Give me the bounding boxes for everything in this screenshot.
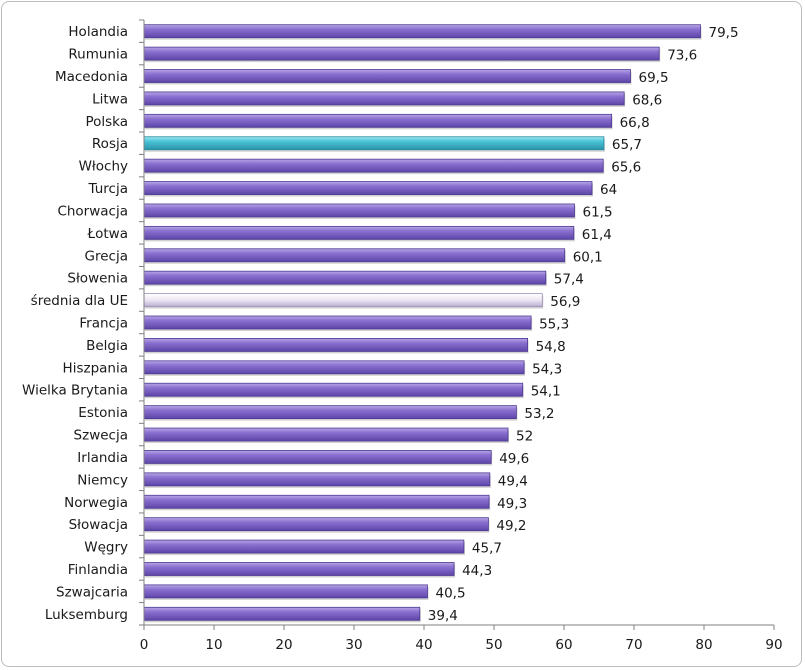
value-label: 73,6	[667, 48, 697, 64]
bar-average	[143, 293, 543, 307]
x-tick-label: 30	[345, 637, 362, 653]
value-label: 65,7	[612, 137, 642, 153]
value-label: 61,5	[583, 204, 613, 220]
category-label: Irlandia	[77, 450, 128, 466]
bar-country	[143, 338, 529, 352]
labels-layer: Holandia 79,5 Rumunia 73,6 Macedonia 69,5 Litw…	[22, 24, 783, 653]
value-label: 68,6	[632, 92, 662, 108]
bar-country	[143, 24, 701, 39]
category-label: Chorwacja	[57, 203, 128, 219]
bar-country	[143, 69, 631, 83]
value-label: 49,6	[499, 451, 529, 467]
bar-country	[143, 517, 489, 532]
axis-layer	[139, 19, 775, 630]
bar-country	[143, 315, 532, 330]
category-label: Szwecja	[74, 428, 128, 444]
x-tick-label: 40	[415, 637, 432, 653]
bar-country	[143, 181, 593, 195]
x-tick-label: 80	[695, 637, 712, 653]
category-label: Wielka Brytania	[22, 383, 128, 399]
bar-country	[143, 539, 465, 554]
value-label: 49,2	[496, 518, 526, 534]
bar-country	[143, 225, 575, 240]
category-label: Rosja	[92, 136, 128, 152]
value-label: 52	[516, 429, 533, 445]
category-label: Norwegia	[64, 495, 128, 511]
x-tick-label: 90	[765, 637, 782, 653]
bar-country	[143, 360, 525, 375]
bar-country	[143, 46, 660, 61]
category-label: Francja	[79, 316, 128, 332]
category-label: Macedonia	[55, 69, 128, 85]
category-label: Luksemburg	[45, 607, 128, 623]
value-label: 79,5	[709, 25, 739, 41]
x-tick-label: 10	[205, 637, 222, 653]
bar-country	[143, 606, 421, 621]
category-label: Węgry	[84, 540, 128, 556]
bar-country	[143, 382, 524, 397]
x-tick-label: 70	[625, 637, 642, 653]
category-label: Estonia	[78, 405, 128, 421]
bar-country	[143, 584, 428, 599]
category-label: Niemcy	[77, 472, 128, 488]
bar-highlight	[143, 136, 605, 151]
value-label: 65,6	[611, 160, 641, 176]
bar-country	[143, 248, 566, 263]
bar-country	[143, 91, 625, 106]
bar-country	[143, 427, 509, 442]
value-label: 39,4	[428, 608, 458, 624]
value-label: 64	[600, 182, 617, 198]
value-label: 61,4	[582, 227, 612, 243]
bar-country	[143, 450, 492, 464]
value-label: 56,9	[550, 294, 580, 310]
value-label: 53,2	[524, 406, 554, 422]
x-tick-label: 50	[485, 637, 502, 653]
category-label: Belgia	[86, 338, 128, 354]
x-tick-label: 0	[140, 637, 149, 653]
bar-country	[143, 203, 575, 218]
value-label: 44,3	[462, 563, 492, 579]
bar-country	[143, 270, 547, 285]
value-label: 69,5	[639, 70, 669, 86]
x-tick-label: 60	[555, 637, 572, 653]
value-label: 40,5	[436, 585, 466, 601]
category-label: Słowenia	[67, 271, 128, 287]
value-label: 54,8	[536, 339, 566, 355]
category-label: Hiszpania	[63, 360, 128, 376]
bar-country	[143, 494, 490, 509]
category-label: Holandia	[68, 24, 128, 40]
value-label: 54,3	[532, 361, 562, 377]
category-label: Grecja	[85, 248, 128, 264]
value-label: 45,7	[472, 541, 502, 557]
value-label: 55,3	[539, 317, 569, 333]
category-label: Szwajcaria	[56, 584, 128, 600]
category-label: Turcja	[88, 181, 128, 197]
category-label: Finlandia	[68, 562, 128, 578]
category-label: średnia dla UE	[31, 293, 128, 309]
value-label: 66,8	[620, 115, 650, 131]
x-tick-label: 20	[275, 637, 292, 653]
bar-country	[143, 405, 517, 420]
category-label: Rumunia	[68, 47, 128, 63]
bar-country	[143, 472, 491, 487]
bar-country	[143, 113, 613, 128]
value-label: 49,3	[497, 496, 527, 512]
category-label: Litwa	[92, 91, 128, 107]
value-label: 60,1	[573, 249, 603, 265]
bars-layer	[143, 24, 702, 623]
value-label: 54,1	[531, 384, 561, 400]
category-label: Słowacja	[69, 517, 128, 533]
category-label: Włochy	[79, 159, 128, 175]
bar-country	[143, 158, 604, 173]
category-label: Polska	[85, 114, 128, 130]
value-label: 49,4	[498, 473, 528, 489]
bar-country	[143, 562, 455, 576]
category-label: Łotwa	[87, 226, 128, 242]
value-label: 57,4	[554, 272, 584, 288]
